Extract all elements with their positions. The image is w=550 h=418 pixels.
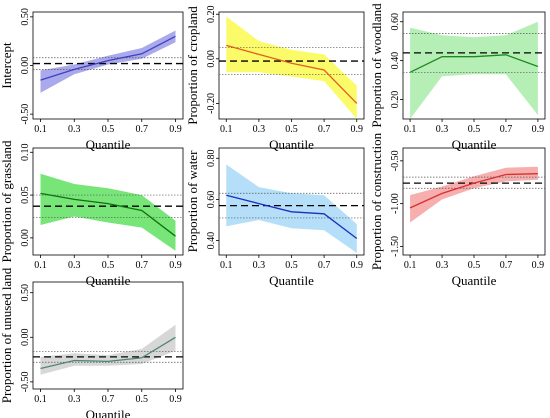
quantile-estimate-line (40, 192, 176, 237)
x-tick-label: 0.1 (220, 260, 233, 271)
x-tick-label: 0.5 (285, 124, 298, 135)
y-tick-label: -0.50 (20, 371, 31, 392)
y-tick-label: 0.10 (20, 144, 31, 162)
y-tick-label: 0.40 (206, 232, 217, 250)
x-axis-label: Quantile (269, 137, 314, 152)
x-tick-label: 0.9 (169, 394, 182, 405)
y-axis-label: Proportion of woodland (369, 3, 384, 128)
confidence-band (410, 166, 538, 223)
y-tick-label: 0.50 (20, 284, 31, 302)
x-tick-label: 0.5 (285, 260, 298, 271)
y-tick-label: 0.00 (20, 57, 31, 75)
x-tick-label: 0.3 (68, 260, 81, 271)
panel-4: 0.1 0.3 0.5 0.7 0.9 0.00 0.05 0.10 Quantile Propo… (0, 140, 184, 288)
quantile-estimate-line (40, 336, 176, 370)
x-tick-label: 0.5 (468, 124, 481, 135)
x-axis-label: Quantile (86, 273, 131, 288)
x-tick-label: 0.7 (102, 394, 115, 405)
x-tick-label: 0.1 (220, 124, 233, 135)
y-tick-label: 0.80 (206, 150, 217, 168)
x-axis-label: Quantile (86, 407, 131, 418)
x-tick-label: 0.3 (68, 124, 81, 135)
panel-7: 0.1 0.3 0.7 0.5 0.9 -0.50 0.00 0.50 Quantile Prop… (0, 267, 184, 418)
y-tick-label: 0.05 (20, 186, 31, 204)
y-tick-label: -0.20 (206, 93, 217, 114)
quantile-estimate-line (409, 173, 538, 209)
x-tick-label: 0.1 (34, 124, 47, 135)
plot-frame (32, 281, 184, 390)
y-axis-label: Proportion of cropland (185, 6, 200, 125)
x-tick-label: 0.3 (253, 124, 266, 135)
quantile-estimate-line (409, 54, 539, 73)
x-tick-label: 0.1 (34, 394, 47, 405)
panel-5: 0.1 0.3 0.5 0.7 0.9 0.40 0.60 0.80 Quantile Propo… (185, 147, 365, 288)
y-tick-label: 0.40 (390, 52, 401, 70)
y-axis-label: Intercept (0, 42, 14, 89)
x-tick-label: 0.7 (136, 124, 149, 135)
y-axis-label: Proportion of construction (369, 132, 384, 270)
y-tick-label: -1.00 (390, 193, 401, 214)
x-tick-label: 0.5 (102, 260, 115, 271)
quantile-estimate-line (226, 194, 358, 240)
x-tick-label: 0.5 (468, 260, 481, 271)
y-tick-label: 0.00 (20, 229, 31, 247)
confidence-band (226, 16, 357, 119)
x-tick-label: 0.7 (136, 260, 149, 271)
confidence-band (410, 21, 538, 120)
x-axis-label: Quantile (86, 137, 131, 152)
y-tick-label: 0.60 (390, 13, 401, 31)
plot-frame (32, 11, 184, 120)
x-tick-label: 0.3 (436, 124, 449, 135)
y-axis-label: Proportion of water (185, 150, 200, 252)
panel-2: 0.1 0.3 0.5 0.7 0.9 -0.20 0.00 0.20 Quantile Prop… (185, 5, 365, 152)
x-tick-label: 0.5 (136, 394, 149, 405)
x-tick-label: 0.9 (532, 124, 545, 135)
x-tick-label: 0.1 (404, 260, 417, 271)
y-tick-label: 0.60 (206, 191, 217, 209)
x-axis-label: Quantile (452, 137, 497, 152)
y-tick-label: 0.50 (20, 8, 31, 26)
confidence-band (40, 173, 176, 251)
quantile-estimate-line (40, 35, 176, 81)
x-tick-label: 0.7 (500, 260, 513, 271)
confidence-band (226, 164, 357, 253)
x-tick-label: 0.7 (318, 124, 331, 135)
y-tick-label: 0.20 (206, 5, 217, 23)
x-tick-label: 0.7 (318, 260, 331, 271)
x-axis-label: Quantile (269, 273, 314, 288)
x-tick-label: 0.5 (102, 124, 115, 135)
panel-6: 0.1 0.3 0.5 0.7 0.9 -1.50 -1.00 -0.50 Quantile Pr… (369, 132, 546, 288)
x-tick-label: 0.3 (253, 260, 266, 271)
x-tick-label: 0.1 (404, 124, 417, 135)
x-tick-label: 0.9 (351, 124, 364, 135)
x-tick-label: 0.3 (68, 394, 81, 405)
y-tick-label: 0.20 (390, 91, 401, 109)
x-tick-label: 0.9 (351, 260, 364, 271)
y-tick-label: -1.50 (390, 236, 401, 257)
y-axis-label: Proportion of grassland (0, 140, 14, 263)
panel-1: 0.1 0.3 0.5 0.7 0.9 -0.50 0.00 0.50 Quantile Inte… (0, 8, 184, 152)
confidence-band (40, 30, 176, 93)
y-axis-label: Proportion of unused land (0, 267, 14, 403)
x-tick-label: 0.9 (169, 260, 182, 271)
y-tick-label: 0.00 (206, 50, 217, 68)
y-tick-label: 0.00 (20, 329, 31, 347)
x-tick-label: 0.9 (532, 260, 545, 271)
quantile-estimate-line (226, 44, 358, 104)
x-tick-label: 0.3 (436, 260, 449, 271)
x-tick-label: 0.1 (34, 260, 47, 271)
x-axis-label: Quantile (452, 273, 497, 288)
y-tick-label: -0.50 (20, 104, 31, 125)
panel-3: 0.1 0.3 0.5 0.7 0.9 0.20 0.40 0.60 Quantile Propo… (369, 3, 546, 152)
x-tick-label: 0.7 (500, 124, 513, 135)
x-tick-label: 0.9 (169, 124, 182, 135)
y-tick-label: -0.50 (390, 150, 401, 171)
